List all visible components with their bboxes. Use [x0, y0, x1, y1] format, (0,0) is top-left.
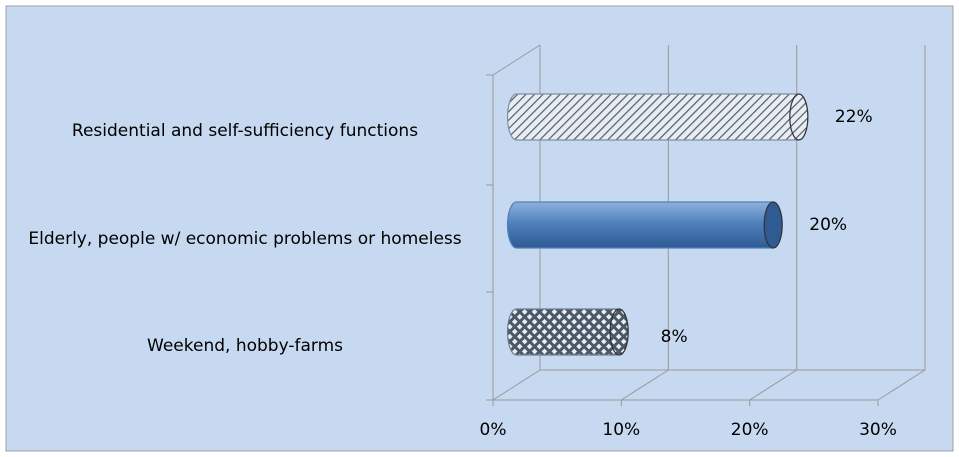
bar: [506, 93, 809, 141]
bar-cap: [789, 93, 809, 141]
bar-cap: [763, 201, 783, 249]
value-label: 20%: [809, 215, 847, 235]
y-tick-label: Elderly, people w/ economic problems or …: [28, 229, 462, 249]
bar: [506, 308, 629, 356]
plot-background: [5, 5, 954, 452]
x-tick-label: 30%: [859, 420, 897, 440]
grid-line: [877, 45, 926, 401]
x-tick-label: 20%: [731, 420, 769, 440]
bar-cap: [609, 308, 629, 356]
y-tick-label: Weekend, hobby-farms: [147, 336, 343, 356]
bar-body: [506, 93, 809, 141]
value-label: 8%: [661, 327, 688, 347]
bar: [506, 201, 783, 249]
x-tick-label: 0%: [480, 420, 507, 440]
x-tick-label: 10%: [602, 420, 640, 440]
value-label: 22%: [835, 107, 873, 127]
grid-line: [749, 45, 798, 401]
grid-line: [492, 45, 541, 401]
y-tick-label: Residential and self-sufficiency functio…: [71, 121, 419, 141]
grid-line: [621, 45, 669, 401]
bar-body: [506, 201, 783, 249]
